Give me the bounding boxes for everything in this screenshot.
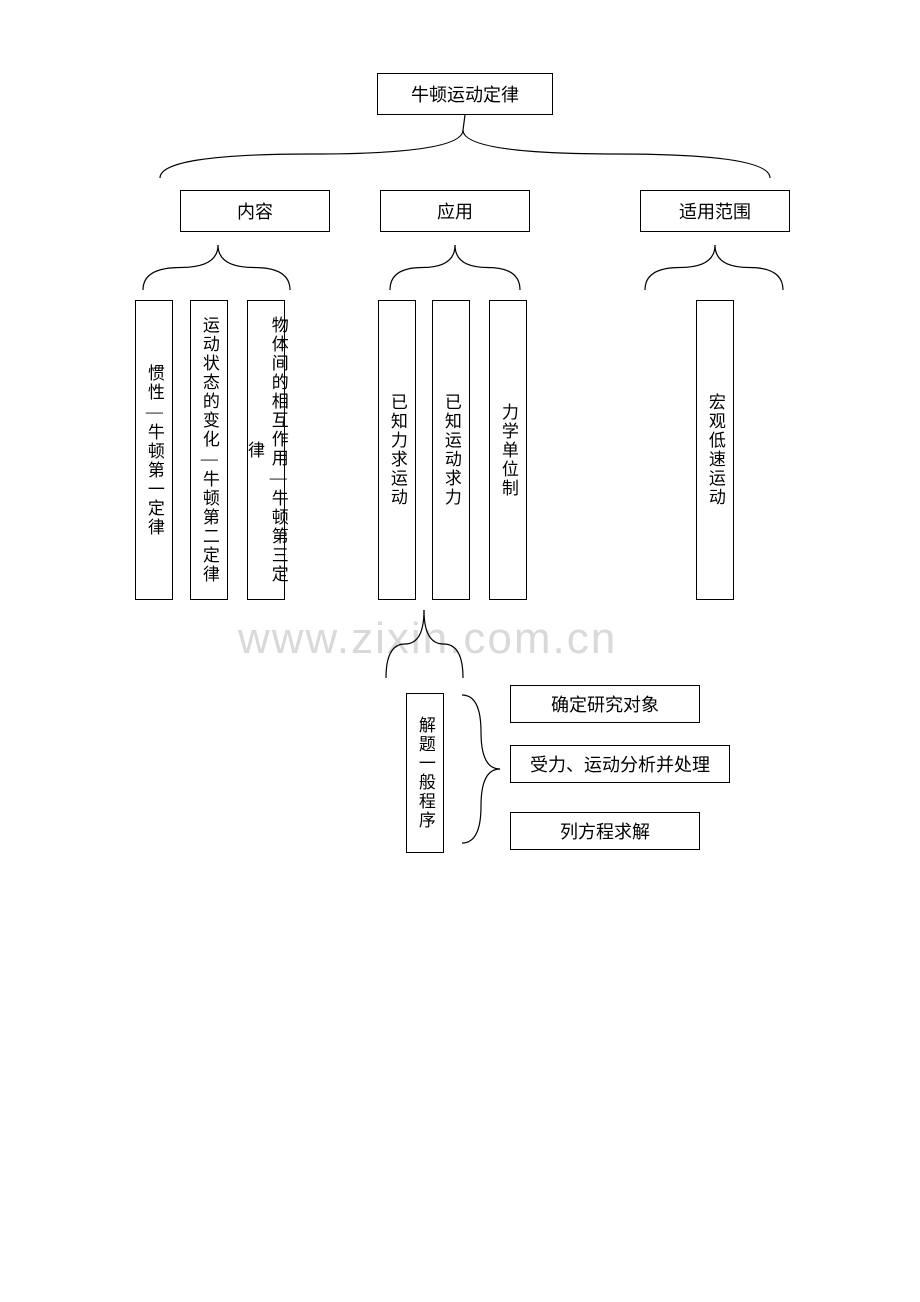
application-node: 应用	[380, 190, 530, 232]
scope-child-1: 宏观低速运动	[696, 300, 734, 600]
procedure-title: 解题一般程序	[406, 693, 444, 853]
content-child-3: 物体间的相互作用—牛顿第三定律	[247, 300, 285, 600]
application-child-1: 已知力求运动	[378, 300, 416, 600]
procedure-step-1: 确定研究对象	[510, 685, 700, 723]
application-child-3: 力学单位制	[489, 300, 527, 600]
watermark-text: www.zixin.com.cn	[238, 614, 617, 664]
content-node: 内容	[180, 190, 330, 232]
application-child-2: 已知运动求力	[432, 300, 470, 600]
procedure-step-3: 列方程求解	[510, 812, 700, 850]
content-child-2: 运动状态的变化—牛顿第二定律	[190, 300, 228, 600]
scope-node: 适用范围	[640, 190, 790, 232]
procedure-step-2: 受力、运动分析并处理	[510, 745, 730, 783]
root-node: 牛顿运动定律	[377, 73, 553, 115]
content-child-1: 惯性—牛顿第一定律	[135, 300, 173, 600]
